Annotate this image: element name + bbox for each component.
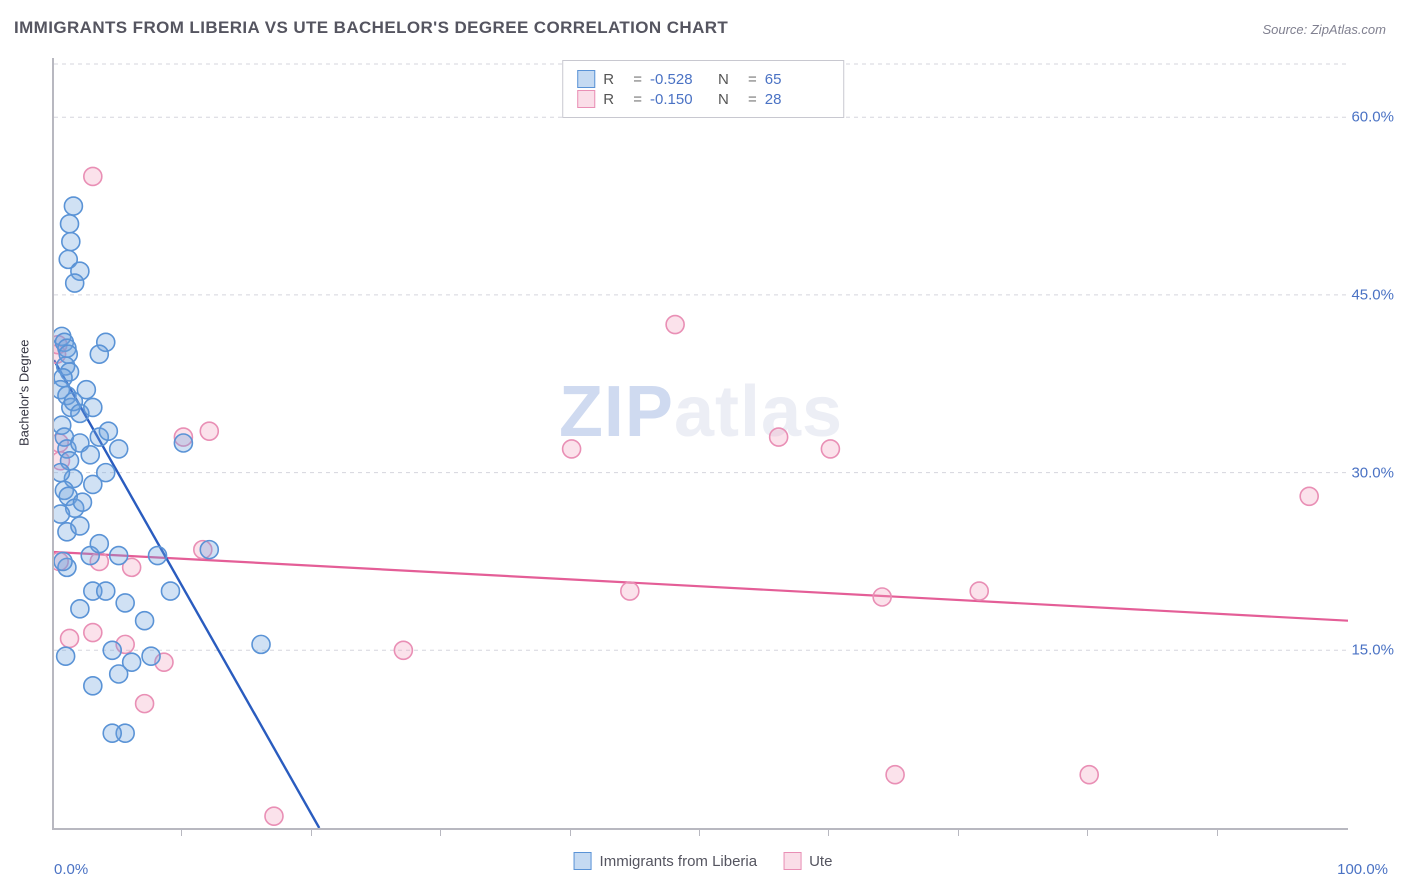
y-tick-label: 30.0% xyxy=(1351,464,1394,481)
y-tick-label: 15.0% xyxy=(1351,642,1394,659)
r-label: R xyxy=(603,91,625,108)
swatch-blue-icon xyxy=(574,852,592,870)
x-tick-min: 0.0% xyxy=(54,861,88,878)
chart-title: IMMIGRANTS FROM LIBERIA VS UTE BACHELOR'… xyxy=(14,18,728,38)
x-minor-tick xyxy=(1087,828,1088,836)
x-minor-tick xyxy=(570,828,571,836)
source-label: Source: ZipAtlas.com xyxy=(1262,22,1386,37)
n-value-s1: 65 xyxy=(765,71,825,88)
swatch-blue-icon xyxy=(577,70,595,88)
legend-label-s1: Immigrants from Liberia xyxy=(600,853,758,870)
x-minor-tick xyxy=(311,828,312,836)
y-axis-label: Bachelor's Degree xyxy=(17,339,32,446)
source-prefix: Source: xyxy=(1262,22,1310,37)
n-label: N xyxy=(718,91,740,108)
r-value-s1: -0.528 xyxy=(650,71,710,88)
x-minor-tick xyxy=(958,828,959,836)
x-tick-max: 100.0% xyxy=(1337,861,1388,878)
stats-row-series2: R = -0.150 N = 28 xyxy=(577,90,825,108)
source-name: ZipAtlas.com xyxy=(1311,22,1386,37)
stats-legend: R = -0.528 N = 65 R = -0.150 N = 28 xyxy=(562,60,844,118)
plot-area: ZIPatlas xyxy=(52,58,1348,830)
eq-sign: = xyxy=(748,71,757,88)
x-minor-tick xyxy=(181,828,182,836)
n-label: N xyxy=(718,71,740,88)
x-minor-tick xyxy=(440,828,441,836)
r-value-s2: -0.150 xyxy=(650,91,710,108)
x-minor-tick xyxy=(828,828,829,836)
legend-item-series1: Immigrants from Liberia xyxy=(574,852,758,870)
eq-sign: = xyxy=(748,91,757,108)
stats-row-series1: R = -0.528 N = 65 xyxy=(577,70,825,88)
y-tick-label: 60.0% xyxy=(1351,109,1394,126)
eq-sign: = xyxy=(633,71,642,88)
swatch-pink-icon xyxy=(783,852,801,870)
x-minor-tick xyxy=(699,828,700,836)
n-value-s2: 28 xyxy=(765,91,825,108)
eq-sign: = xyxy=(633,91,642,108)
r-label: R xyxy=(603,71,625,88)
legend-item-series2: Ute xyxy=(783,852,832,870)
swatch-pink-icon xyxy=(577,90,595,108)
legend-label-s2: Ute xyxy=(809,853,832,870)
y-tick-label: 45.0% xyxy=(1351,286,1394,303)
series-legend: Immigrants from Liberia Ute xyxy=(574,852,833,870)
plot-svg xyxy=(54,58,1348,828)
x-minor-tick xyxy=(1217,828,1218,836)
